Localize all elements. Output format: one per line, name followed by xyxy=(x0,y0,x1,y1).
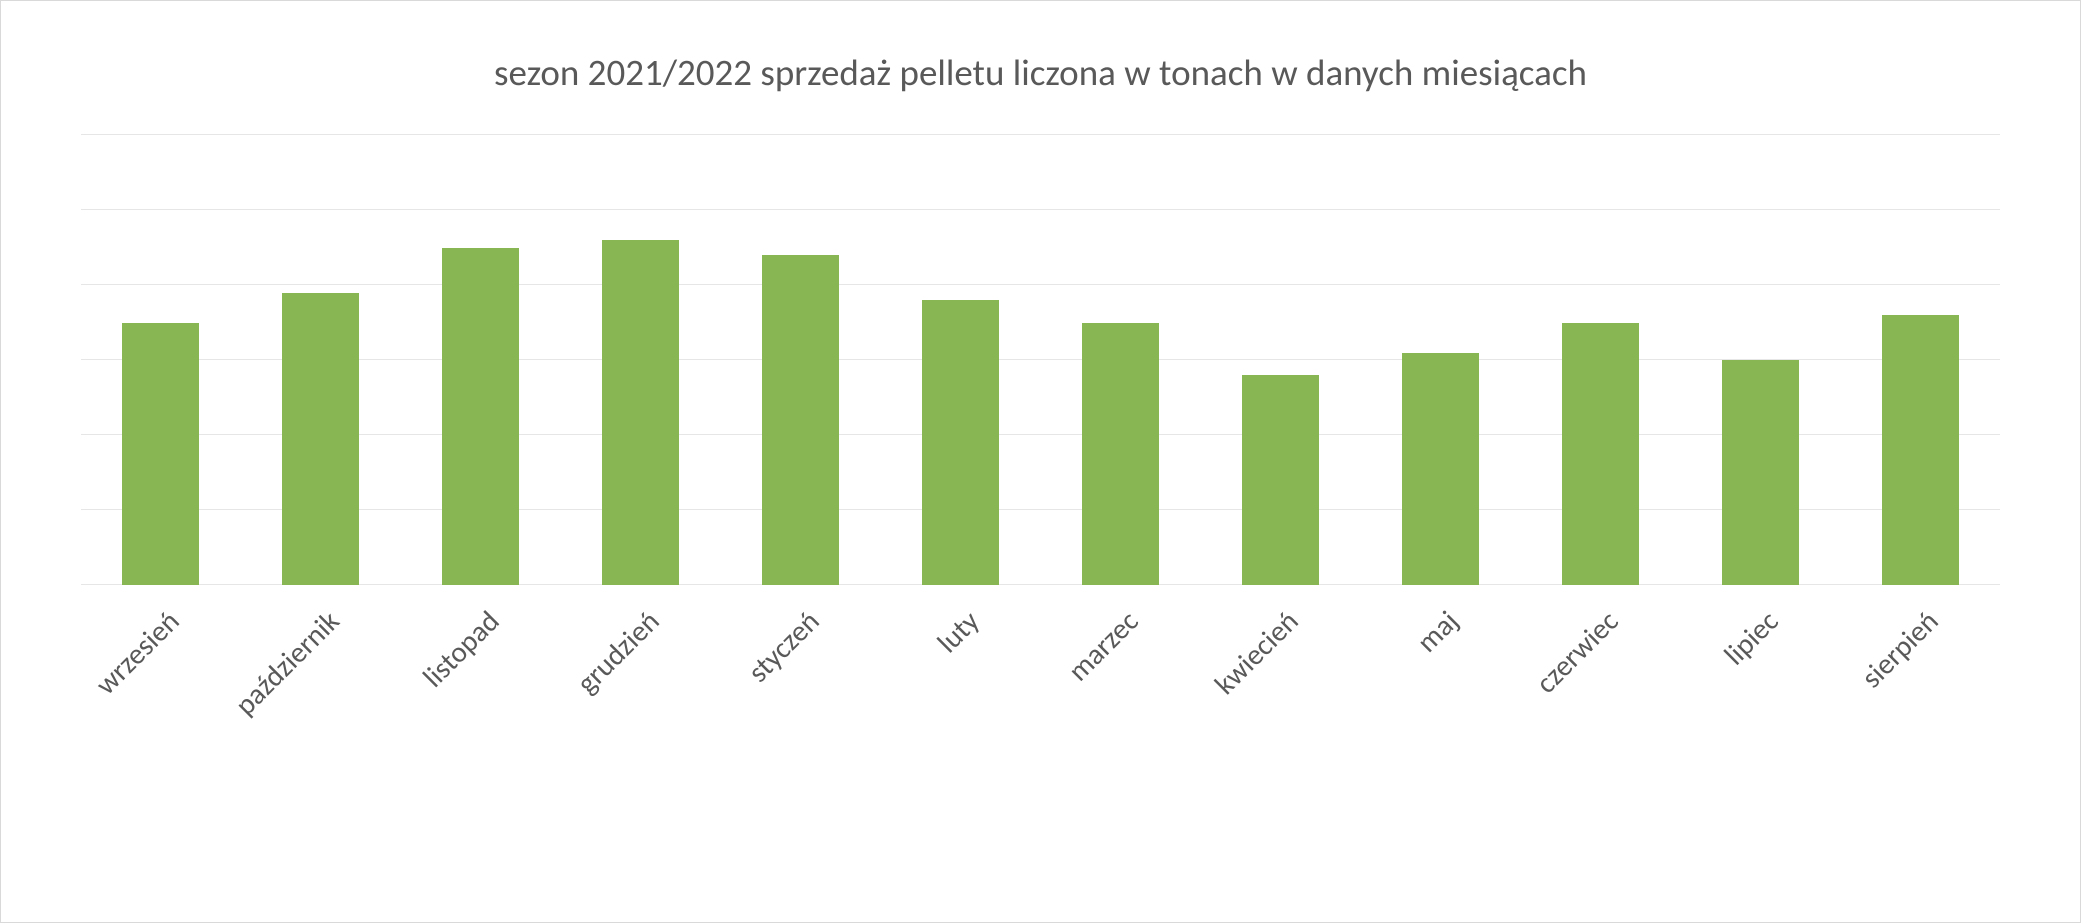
x-label-slot: kwiecień xyxy=(1200,603,1360,843)
bar-slot xyxy=(241,135,401,585)
x-label-slot: maj xyxy=(1360,603,1520,843)
x-axis-labels: wrzesieńpaździerniklistopadgrudzieństycz… xyxy=(81,603,2000,843)
bar-slot xyxy=(561,135,721,585)
bar xyxy=(1242,375,1319,585)
plot-area xyxy=(81,135,2000,585)
bar xyxy=(122,323,199,586)
bar-slot xyxy=(1200,135,1360,585)
x-label-slot: sierpień xyxy=(1840,603,2000,843)
x-label-slot: luty xyxy=(881,603,1041,843)
bar-slot xyxy=(1041,135,1201,585)
bar xyxy=(1402,353,1479,586)
x-axis-label: grudzień xyxy=(569,603,667,701)
x-axis-label: wrzesień xyxy=(88,603,187,702)
bar xyxy=(1722,360,1799,585)
x-label-slot: wrzesień xyxy=(81,603,241,843)
x-axis-label: sierpień xyxy=(1854,603,1946,695)
x-label-slot: marzec xyxy=(1041,603,1201,843)
x-axis-label: luty xyxy=(929,603,986,660)
x-label-slot: lipiec xyxy=(1680,603,1840,843)
x-axis-label: maj xyxy=(1409,603,1466,660)
chart-frame: sezon 2021/2022 sprzedaż pelletu liczona… xyxy=(0,0,2081,923)
bar-slot xyxy=(1520,135,1680,585)
bar xyxy=(922,300,999,585)
bar-slot xyxy=(81,135,241,585)
x-axis-label: styczeń xyxy=(740,603,826,689)
bar xyxy=(1082,323,1159,586)
x-label-slot: grudzień xyxy=(561,603,721,843)
x-label-slot: styczeń xyxy=(721,603,881,843)
bar xyxy=(1562,323,1639,586)
bar xyxy=(442,248,519,586)
x-axis-label: listopad xyxy=(415,603,507,695)
x-label-slot: czerwiec xyxy=(1520,603,1680,843)
bars-row xyxy=(81,135,2000,585)
bar-slot xyxy=(401,135,561,585)
bar xyxy=(762,255,839,585)
x-axis-label: październik xyxy=(227,603,346,722)
chart-title: sezon 2021/2022 sprzedaż pelletu liczona… xyxy=(161,51,1920,95)
x-axis-label: marzec xyxy=(1061,603,1146,688)
bar-slot xyxy=(1680,135,1840,585)
bar xyxy=(602,240,679,585)
x-label-slot: listopad xyxy=(401,603,561,843)
x-axis-label: czerwiec xyxy=(1528,603,1625,700)
x-axis-label: lipiec xyxy=(1716,603,1785,672)
bar-slot xyxy=(881,135,1041,585)
bar-slot xyxy=(721,135,881,585)
bar-slot xyxy=(1840,135,2000,585)
x-axis-label: kwiecień xyxy=(1207,603,1306,702)
x-label-slot: październik xyxy=(241,603,401,843)
bar xyxy=(282,293,359,586)
bar-slot xyxy=(1360,135,1520,585)
bar xyxy=(1882,315,1959,585)
